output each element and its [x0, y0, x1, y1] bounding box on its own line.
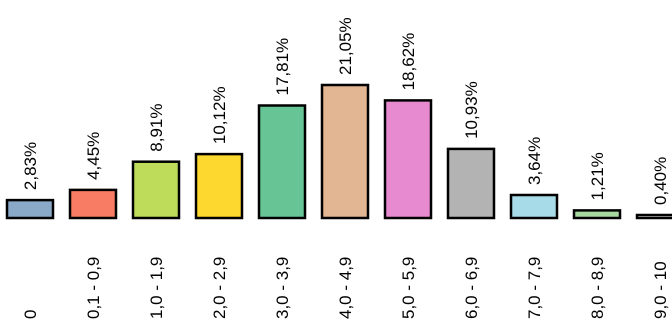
category-label-3: 2,0 - 2,9: [210, 257, 229, 319]
bar-7: [446, 147, 496, 220]
category-label-0: 0: [21, 310, 40, 319]
value-label-3: 10,12%: [210, 86, 229, 144]
category-label-7: 6,0 - 6,9: [462, 257, 481, 319]
bar-6: [383, 99, 433, 220]
value-label-1: 4,45%: [84, 132, 103, 180]
bars-layer: [5, 83, 672, 220]
category-label-8: 7,0 - 7,9: [525, 257, 544, 319]
category-label-10: 9,0 - 10: [651, 261, 670, 319]
bar-1: [68, 188, 118, 220]
bar-3: [194, 152, 244, 220]
value-label-5: 21,05%: [336, 17, 355, 75]
value-label-2: 8,91%: [147, 103, 166, 151]
bar-8: [509, 193, 559, 220]
value-label-10: 0,40%: [651, 157, 670, 205]
value-label-4: 17,81%: [273, 38, 292, 96]
category-label-4: 3,0 - 3,9: [273, 257, 292, 319]
bar-5: [320, 83, 370, 220]
category-labels-layer: 0 0,1 - 0,9 1,0 - 1,9 2,0 - 2,9 3,0 - 3,9 4,0…: [21, 257, 670, 319]
bar-9: [572, 209, 622, 220]
category-label-5: 4,0 - 4,9: [336, 257, 355, 319]
category-label-6: 5,0 - 5,9: [399, 257, 418, 319]
category-label-2: 1,0 - 1,9: [147, 257, 166, 319]
value-label-0: 2,83%: [21, 142, 40, 190]
value-label-7: 10,93%: [462, 81, 481, 139]
value-label-6: 18,62%: [399, 33, 418, 91]
bar-4: [257, 104, 307, 220]
category-label-1: 0,1 - 0,9: [84, 257, 103, 319]
bar-2: [131, 160, 181, 220]
bar-0: [5, 198, 55, 220]
value-label-9: 1,21%: [588, 152, 607, 200]
category-label-9: 8,0 - 8,9: [588, 257, 607, 319]
value-label-8: 3,64%: [525, 137, 544, 185]
bar-10: [635, 213, 672, 220]
value-labels-layer: 2,83% 4,45% 8,91% 10,12% 17,81% 21,05% 18,62% 1…: [21, 17, 670, 205]
